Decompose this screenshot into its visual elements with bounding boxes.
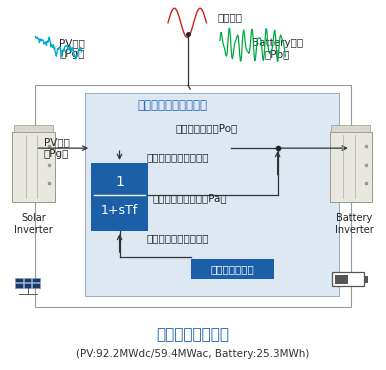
Bar [91,163,148,231]
Bar [15,283,23,288]
Bar [24,278,31,282]
Text: 合成出力: 合成出力 [217,12,242,22]
Text: PV出力
（Pg）: PV出力 （Pg） [44,137,69,159]
Text: システムデザイン: システムデザイン [156,327,230,342]
Text: フィルタ時定数指令値: フィルタ時定数指令値 [146,233,209,243]
Text: システムコントローラ: システムコントローラ [137,99,207,112]
Text: 1: 1 [115,175,124,189]
Text: 出力安定化目標値（Pa）: 出力安定化目標値（Pa） [152,194,227,204]
Bar [85,93,339,296]
Bar [335,275,348,284]
Bar [24,283,31,288]
Bar [32,278,39,282]
Text: 変動成分除去フィルタ: 変動成分除去フィルタ [146,152,209,162]
Text: 可変時定数制御: 可変時定数制御 [211,264,254,274]
Bar [364,276,367,283]
Text: 1+sTf: 1+sTf [101,204,138,216]
Text: PV出力
（Pg）: PV出力 （Pg） [59,38,85,60]
Bar [35,85,351,307]
Bar [191,259,274,279]
Bar [330,132,372,202]
Bar [15,278,23,282]
Text: Solar
Inverter: Solar Inverter [14,213,53,235]
Text: (PV:92.2MWdc/59.4MWac, Battery:25.3MWh): (PV:92.2MWdc/59.4MWac, Battery:25.3MWh) [76,349,310,359]
Bar [32,283,39,288]
Text: 充放電指令値（Po）: 充放電指令値（Po） [175,123,238,133]
Bar [332,272,364,286]
Bar [12,132,54,202]
Text: Battery
Inverter: Battery Inverter [335,213,374,235]
Text: Battery出力
（Pb）: Battery出力 （Pb） [252,38,303,60]
Bar [14,125,52,132]
Bar [332,125,370,132]
